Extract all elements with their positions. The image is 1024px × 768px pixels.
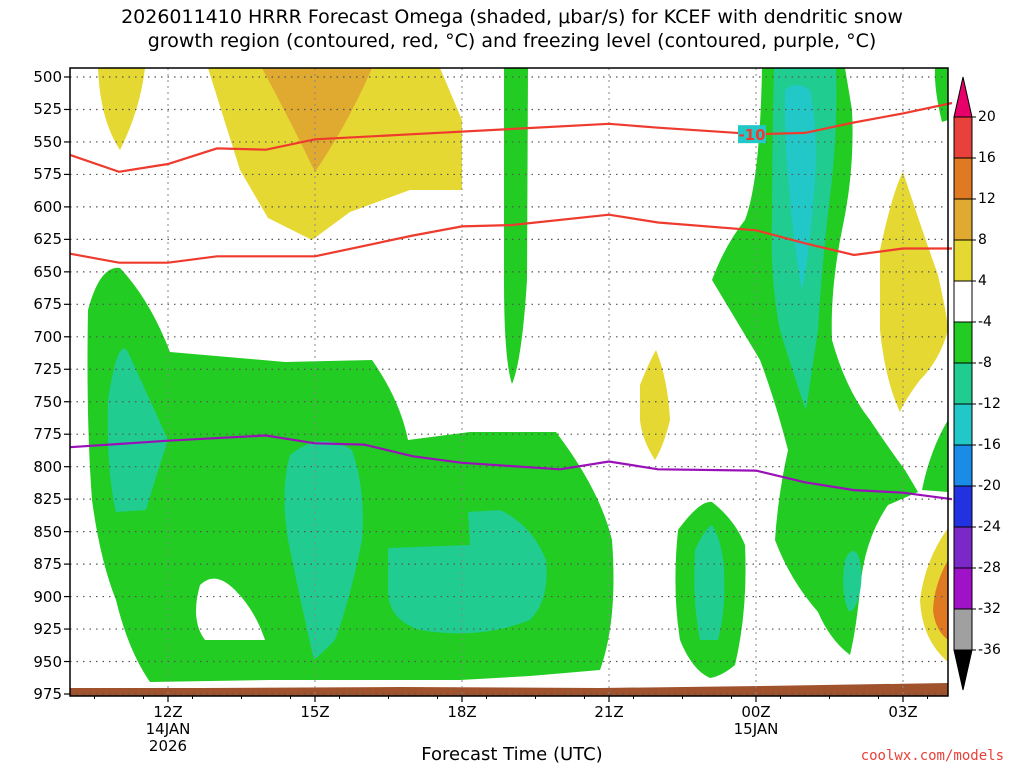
y-tick-label: 975 bbox=[33, 685, 62, 703]
y-tick-label: 800 bbox=[33, 457, 62, 476]
y-tick-label: 875 bbox=[33, 555, 62, 574]
dendritic-upper-contour bbox=[69, 101, 953, 173]
y-tick-label: 600 bbox=[33, 197, 62, 216]
omega-pos-right-mid bbox=[880, 172, 948, 412]
colorbar-tick-label: 8 bbox=[978, 232, 987, 248]
x-tick-label: 2026 bbox=[148, 737, 188, 755]
omega-neg-band-right bbox=[712, 68, 918, 655]
colorbar-tick-label: -28 bbox=[978, 560, 1001, 576]
colorbar-bottom-arrow bbox=[953, 649, 973, 691]
omega-neg-core-left bbox=[107, 348, 168, 512]
y-tick-label: 850 bbox=[33, 522, 62, 541]
freezing-level-contour bbox=[69, 434, 953, 501]
y-tick-label: 525 bbox=[33, 100, 62, 119]
colorbar-swatch bbox=[953, 362, 973, 405]
colorbar-tick-label: 20 bbox=[978, 109, 996, 125]
colorbar-tick-label: -8 bbox=[978, 355, 992, 371]
y-tick-label: 725 bbox=[33, 360, 62, 379]
dendritic-lower-contour bbox=[69, 213, 952, 264]
omega-neg-pocket bbox=[843, 551, 862, 612]
colorbar-tick-label: 4 bbox=[978, 273, 987, 289]
contours: -10 bbox=[69, 101, 953, 501]
contour-label-bg bbox=[738, 125, 766, 144]
omega-neg-band-max bbox=[784, 85, 816, 290]
colorbar-swatch bbox=[953, 567, 973, 610]
axis-ticks bbox=[64, 76, 928, 702]
omega-pos-small bbox=[640, 350, 670, 460]
colorbar-swatch bbox=[953, 157, 973, 200]
omega-neg-core-right bbox=[388, 510, 547, 634]
contour-label: -10 bbox=[738, 126, 765, 144]
colorbar-swatch bbox=[953, 403, 973, 446]
colorbar-tick-label: 16 bbox=[978, 150, 996, 166]
colorbar-swatch bbox=[953, 239, 973, 282]
y-tick-label: 750 bbox=[33, 392, 62, 411]
x-tick-label: 00Z bbox=[741, 703, 771, 721]
omega-pos-edge-core bbox=[933, 560, 948, 640]
colorbar-tick-label: -20 bbox=[978, 478, 1001, 494]
x-tick-label: 14JAN bbox=[145, 720, 191, 738]
y-tick-label: 950 bbox=[33, 652, 62, 671]
y-tick-label: 550 bbox=[33, 132, 62, 151]
colorbar-swatch bbox=[953, 608, 973, 651]
colorbar-swatch bbox=[953, 280, 973, 323]
omega-pos-region-a bbox=[98, 68, 145, 150]
colorbar-tick-label: 12 bbox=[978, 191, 996, 207]
grid bbox=[70, 68, 948, 696]
omega-neg-core-mid bbox=[284, 441, 363, 660]
omega-neg-edge-mid bbox=[922, 420, 948, 492]
x-tick-label: 15Z bbox=[300, 703, 330, 721]
x-tick-label: 12Z bbox=[153, 703, 183, 721]
colorbar-tick-label: -32 bbox=[978, 601, 1001, 617]
colorbar-swatch bbox=[953, 485, 973, 528]
colorbar-swatch bbox=[953, 116, 973, 159]
y-tick-label: 500 bbox=[33, 68, 62, 86]
omega-pos-region-c bbox=[262, 68, 372, 172]
colorbar-tick-label: -24 bbox=[978, 519, 1001, 535]
omega-shading bbox=[70, 68, 948, 696]
omega-neg-blob-core bbox=[694, 525, 725, 640]
credit-link[interactable]: coolwx.com/models bbox=[860, 748, 1004, 764]
y-tick-label: 900 bbox=[33, 587, 62, 606]
colorbar-swatch bbox=[953, 444, 973, 487]
y-tick-label: 700 bbox=[33, 327, 62, 346]
omega-neg-edge-top bbox=[934, 68, 948, 122]
omega-neg-spike bbox=[504, 68, 528, 384]
y-tick-label: 650 bbox=[33, 262, 62, 281]
colorbar bbox=[953, 76, 976, 691]
y-tick-label: 825 bbox=[33, 490, 62, 509]
colorbar-tick-label: -4 bbox=[978, 314, 992, 330]
omega-clear-pocket bbox=[196, 578, 265, 640]
y-tick-label: 675 bbox=[33, 295, 62, 314]
chart-title-line-1: 2026011410 HRRR Forecast Omega (shaded, … bbox=[121, 6, 903, 28]
colorbar-swatch bbox=[953, 321, 973, 364]
x-tick-label: 03Z bbox=[888, 703, 918, 721]
colorbar-swatch bbox=[953, 526, 973, 569]
y-tick-label: 925 bbox=[33, 620, 62, 639]
x-tick-label: 15JAN bbox=[733, 720, 779, 738]
colorbar-top-arrow bbox=[953, 76, 973, 118]
colorbar-tick-label: -12 bbox=[978, 396, 1001, 412]
y-tick-label: 775 bbox=[33, 425, 62, 444]
x-tick-label: 21Z bbox=[594, 703, 624, 721]
y-tick-label: 625 bbox=[33, 230, 62, 249]
x-axis-title: Forecast Time (UTC) bbox=[421, 744, 603, 765]
y-tick-label: 575 bbox=[33, 165, 62, 184]
colorbar-tick-label: -36 bbox=[978, 642, 1001, 658]
omega-pos-region-b bbox=[208, 68, 462, 240]
colorbar-tick-label: -16 bbox=[978, 437, 1001, 453]
plot-frame bbox=[69, 67, 949, 697]
chart-title-line-2: growth region (contoured, red, °C) and f… bbox=[147, 30, 877, 52]
x-tick-label: 18Z bbox=[447, 703, 477, 721]
terrain-ground bbox=[70, 683, 948, 696]
colorbar-swatch bbox=[953, 198, 973, 241]
